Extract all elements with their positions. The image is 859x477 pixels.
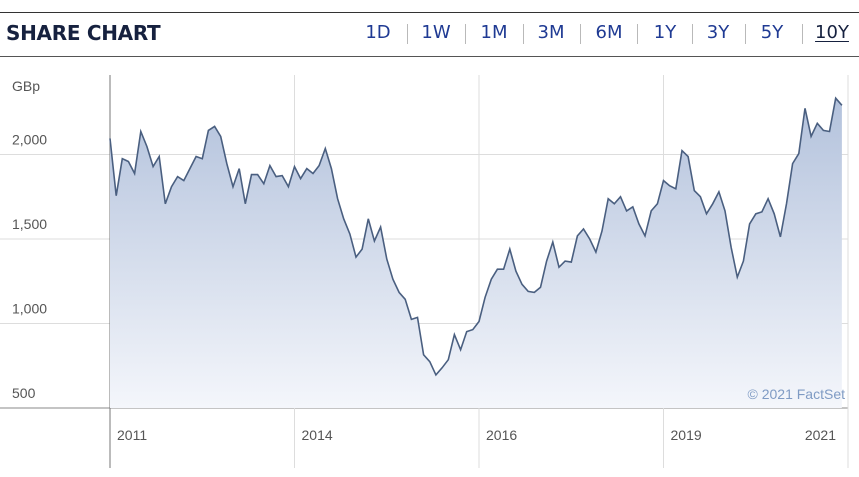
- tab-separator: [465, 24, 466, 44]
- tab-separator: [522, 24, 524, 44]
- range-tab[interactable]: 5Y: [760, 22, 784, 43]
- tab-separator: [802, 24, 803, 44]
- copyright: © 2021 FactSet: [748, 386, 846, 402]
- y-tick-label: 500: [12, 385, 36, 401]
- tab-separator: [691, 24, 693, 44]
- x-tick-label: 2019: [671, 427, 702, 443]
- range-tab[interactable]: 3M: [537, 22, 565, 43]
- range-tab[interactable]: 6M: [595, 22, 623, 43]
- x-tick-label: 2011: [117, 427, 147, 443]
- x-tick-label: 2014: [302, 427, 333, 443]
- range-tab[interactable]: 1Y: [653, 22, 677, 43]
- area-fill: [110, 98, 842, 408]
- x-tick-label: 2016: [486, 427, 517, 443]
- divider: [0, 12, 859, 13]
- range-tab[interactable]: 3Y: [706, 22, 730, 43]
- y-tick-label: 1,000: [12, 300, 47, 316]
- y-axis-unit: GBp: [12, 78, 40, 94]
- x-tick-label: 2021: [805, 427, 836, 443]
- range-tab[interactable]: 10Y: [815, 22, 849, 43]
- tab-separator: [745, 24, 746, 44]
- tab-separator: [637, 24, 638, 44]
- range-tab[interactable]: 1M: [480, 22, 508, 43]
- widget-title: SHARE CHART: [6, 21, 161, 45]
- range-tab[interactable]: 1D: [365, 22, 391, 43]
- tab-separator: [407, 24, 408, 44]
- price-line: [109, 96, 843, 377]
- y-tick-label: 1,500: [12, 216, 47, 232]
- range-tab[interactable]: 1W: [421, 22, 451, 43]
- divider: [0, 56, 859, 57]
- y-tick-label: 2,000: [12, 131, 47, 147]
- tab-separator: [580, 24, 581, 44]
